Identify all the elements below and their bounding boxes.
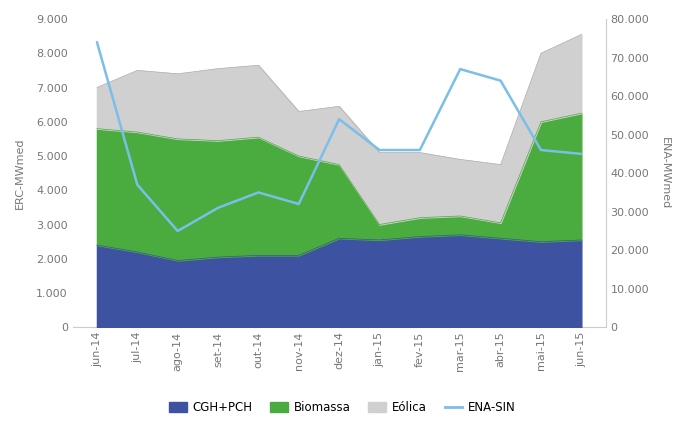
Y-axis label: ERC-MWmed: ERC-MWmed [15,137,25,209]
Y-axis label: ENA-MWmed: ENA-MWmed [660,137,670,209]
Legend: CGH+PCH, Biomassa, Eólica, ENA-SIN: CGH+PCH, Biomassa, Eólica, ENA-SIN [164,396,521,419]
